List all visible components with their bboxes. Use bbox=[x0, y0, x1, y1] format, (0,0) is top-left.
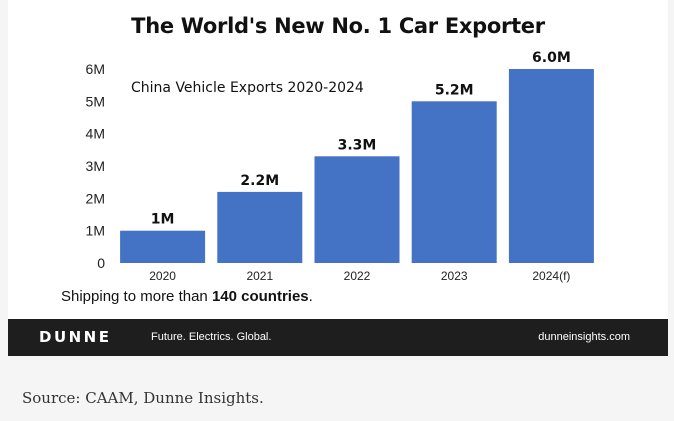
chart-card: The World's New No. 1 Car Exporter China… bbox=[8, 0, 668, 356]
source-caption: Source: CAAM, Dunne Insights. bbox=[22, 389, 264, 407]
bar-2020 bbox=[120, 230, 206, 263]
bar-chart: China Vehicle Exports 2020-2024 0 1M 2M 3M 4M… bbox=[86, 50, 594, 283]
note-prefix: Shipping to more than bbox=[61, 288, 212, 305]
y-tick-label: 6M bbox=[86, 61, 105, 77]
x-tick-label: 2022 bbox=[344, 269, 371, 283]
y-tick-label: 3M bbox=[86, 158, 105, 174]
bar-2024(f) bbox=[508, 69, 594, 263]
chart-title: The World's New No. 1 Car Exporter bbox=[131, 14, 545, 38]
y-tick-label: 2M bbox=[86, 190, 105, 206]
x-tick-label: 2023 bbox=[441, 269, 468, 283]
data-label: 2.2M bbox=[240, 173, 279, 189]
brand-tagline: Future. Electrics. Global. bbox=[151, 331, 272, 343]
x-tick-label: 2021 bbox=[246, 269, 273, 283]
x-tick-label: 2020 bbox=[149, 269, 176, 283]
y-tick-label: 4M bbox=[86, 126, 105, 142]
shipping-note: Shipping to more than 140 countries. bbox=[61, 288, 313, 305]
footer-bar: DUNNE Future. Electrics. Global. dunnein… bbox=[8, 319, 668, 356]
y-tick-label: 1M bbox=[86, 223, 105, 239]
y-tick-label: 0 bbox=[97, 255, 105, 271]
website-link[interactable]: dunneinsights.com bbox=[538, 331, 630, 343]
data-label: 3.3M bbox=[338, 137, 377, 153]
bar-2022 bbox=[314, 156, 400, 263]
chart-subtitle: China Vehicle Exports 2020-2024 bbox=[131, 80, 364, 96]
note-bold: 140 countries bbox=[211, 288, 309, 305]
data-label: 1M bbox=[151, 212, 175, 228]
bar-2021 bbox=[217, 191, 303, 263]
data-label: 5.2M bbox=[435, 82, 474, 98]
brand-logo: DUNNE bbox=[39, 328, 112, 346]
y-tick-label: 5M bbox=[86, 93, 105, 109]
note-suffix: . bbox=[308, 288, 313, 305]
bar-2023 bbox=[411, 101, 497, 263]
x-tick-label: 2024(f) bbox=[532, 269, 570, 283]
data-label: 6.0M bbox=[532, 50, 571, 66]
